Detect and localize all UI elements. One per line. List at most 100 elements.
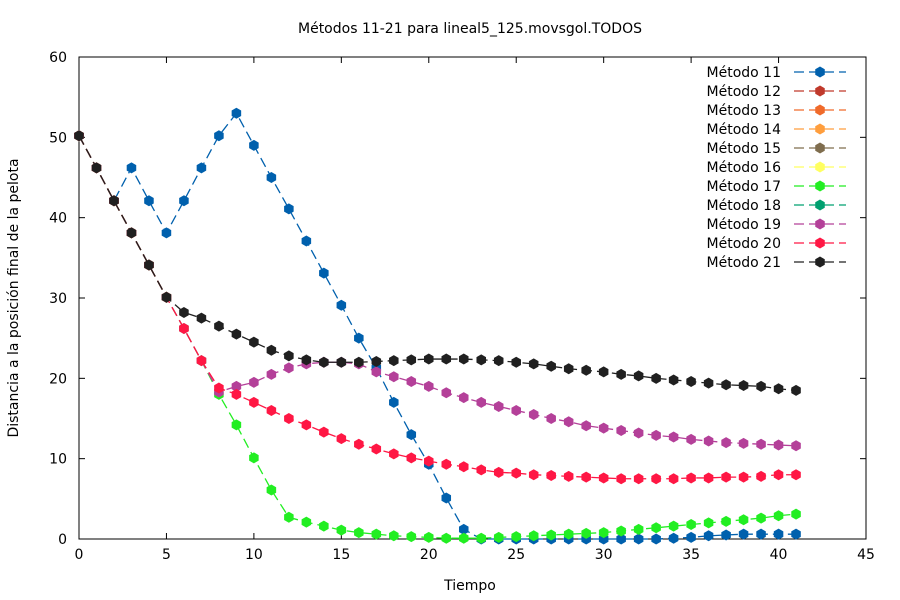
data-point [249, 139, 259, 151]
data-point [668, 473, 679, 485]
data-point [511, 356, 521, 368]
data-point [581, 527, 591, 539]
data-point [738, 514, 749, 526]
data-point [476, 396, 487, 408]
chart-title: Métodos 11-21 para lineal5_125.movsgol.T… [298, 21, 642, 37]
x-tick-label: 10 [245, 547, 263, 563]
data-point [371, 528, 382, 540]
data-point [563, 528, 574, 540]
data-point [686, 433, 696, 445]
data-point [738, 380, 749, 392]
data-point [773, 469, 784, 481]
data-point [686, 531, 696, 543]
data-point [441, 458, 452, 470]
data-point [441, 492, 452, 504]
series-19 [74, 130, 801, 452]
data-point [651, 429, 661, 441]
data-point [651, 372, 661, 384]
data-point [721, 515, 731, 527]
data-point [458, 392, 469, 404]
data-point [493, 355, 504, 367]
data-point [756, 528, 766, 540]
data-point [336, 299, 347, 311]
data-point [389, 396, 399, 408]
data-point [721, 379, 731, 391]
legend-swatch-marker [815, 180, 825, 192]
x-tick-label: 20 [420, 547, 438, 563]
data-point [773, 510, 784, 522]
data-point [458, 523, 469, 535]
legend-label: Método 15 [707, 141, 781, 157]
data-point [633, 523, 644, 535]
data-point [406, 452, 417, 464]
data-point [598, 422, 609, 434]
data-point [266, 172, 277, 183]
legend-label: Método 16 [707, 160, 782, 176]
data-point [284, 511, 294, 523]
y-tick-label: 40 [49, 211, 67, 227]
x-axis-label: Tiempo [443, 578, 496, 594]
y-tick-label: 0 [58, 532, 67, 548]
data-point [616, 473, 626, 485]
y-tick-label: 60 [49, 50, 67, 66]
data-point [668, 520, 679, 532]
legend-swatch-marker [815, 104, 825, 116]
data-point [738, 471, 749, 483]
data-point [528, 358, 539, 370]
legend: Método 11 Método 12 Método 13 Método 14 Méto… [707, 65, 846, 271]
data-point [389, 355, 399, 367]
data-point [319, 267, 329, 279]
data-point [354, 527, 364, 539]
y-tick-label: 10 [49, 452, 67, 468]
data-point [371, 355, 382, 367]
data-point [686, 519, 696, 531]
legend-swatch-marker [815, 237, 825, 249]
x-tick-label: 25 [507, 547, 525, 563]
data-point [406, 376, 417, 388]
data-point [668, 532, 679, 544]
data-point [266, 368, 277, 380]
x-tick-label: 5 [162, 547, 171, 563]
data-point [249, 376, 259, 388]
data-point [336, 524, 347, 536]
data-point [249, 336, 259, 348]
x-tick-label: 45 [857, 547, 875, 563]
data-point [581, 471, 591, 483]
legend-swatch-marker [815, 256, 825, 268]
legend-label: Método 12 [707, 84, 781, 100]
data-point [301, 235, 312, 247]
data-point [703, 517, 714, 529]
series-20 [74, 130, 801, 485]
data-point [144, 195, 154, 207]
legend-label: Método 18 [707, 198, 781, 214]
data-point [511, 404, 521, 416]
data-point [686, 376, 696, 388]
legend-swatch-marker [815, 66, 825, 78]
data-point [598, 366, 609, 378]
data-point [546, 360, 556, 372]
data-point [74, 130, 84, 142]
data-point [424, 353, 434, 365]
data-point [738, 528, 749, 540]
data-point [563, 363, 574, 375]
data-point [756, 438, 766, 450]
data-point [354, 356, 364, 368]
data-point [476, 532, 487, 544]
data-point [406, 354, 417, 366]
data-point [791, 528, 801, 540]
data-point [284, 350, 294, 362]
data-point [161, 291, 172, 303]
data-point [756, 512, 766, 524]
data-point [126, 227, 137, 239]
data-point [179, 306, 189, 318]
data-point [563, 416, 574, 428]
data-point [546, 413, 556, 424]
data-point [458, 532, 469, 544]
legend-label: Método 20 [707, 236, 781, 252]
data-point [493, 466, 504, 478]
data-point [319, 520, 329, 532]
data-point [424, 455, 434, 467]
data-point [581, 420, 591, 432]
data-point [458, 461, 469, 473]
